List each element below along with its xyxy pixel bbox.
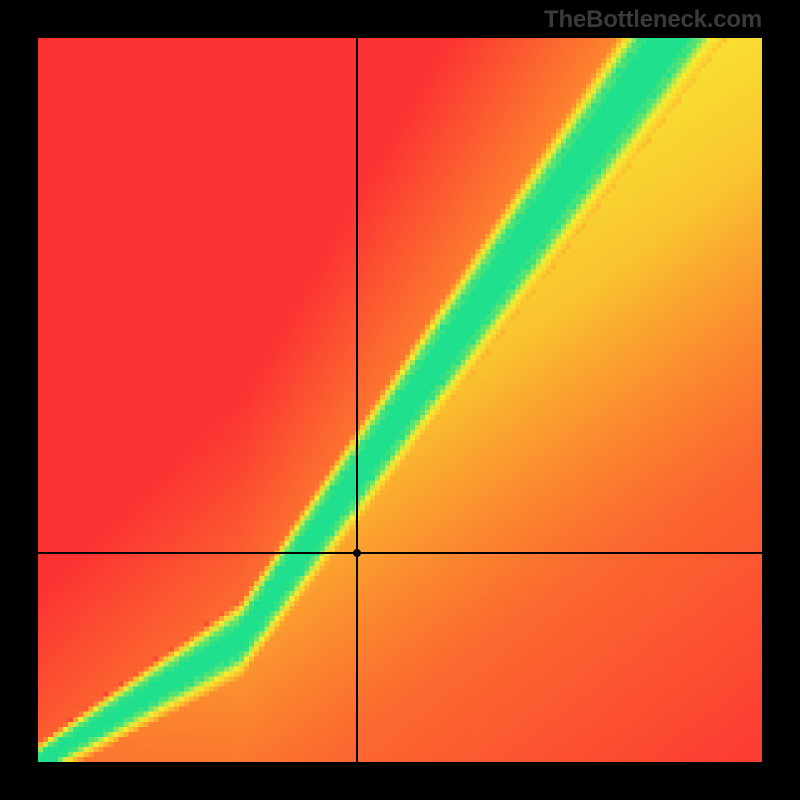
- watermark-text: TheBottleneck.com: [544, 6, 762, 34]
- bottleneck-heatmap: TheBottleneck.com: [0, 0, 800, 800]
- heatmap-canvas: [38, 38, 762, 762]
- crosshair-vertical: [356, 38, 358, 762]
- crosshair-horizontal: [38, 552, 762, 554]
